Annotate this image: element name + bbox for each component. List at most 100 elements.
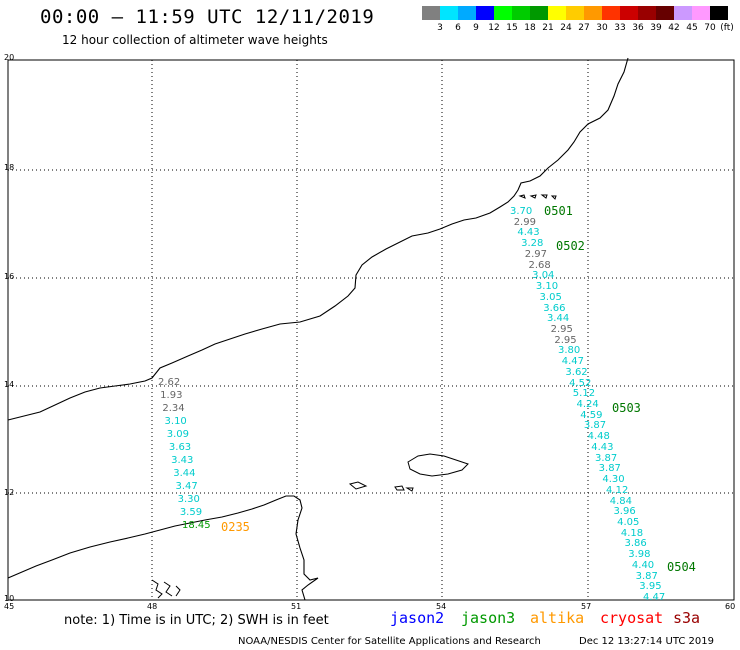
credit-text: NOAA/NESDIS Center for Satellite Applica… (238, 636, 541, 647)
swh-value-east-track: 3.70 (510, 206, 533, 217)
swh-value-west-track: 1.93 (160, 390, 183, 401)
swh-value-east-track: 3.87 (594, 452, 618, 464)
satellite-legend-s3a: s3a (673, 609, 701, 627)
satellite-legend-cryosat: cryosat (600, 609, 664, 627)
legend-label: 42 (668, 23, 680, 33)
pass-time-label: 0235 (221, 520, 250, 534)
swh-value-east-track: 4.30 (602, 474, 625, 486)
swh-value-west-track: 3.09 (166, 429, 189, 440)
pass-time-label: 0503 (612, 401, 641, 415)
swh-value-east-track: 4.05 (617, 516, 640, 528)
coastal-feature (151, 579, 181, 599)
legend-swatch (458, 6, 476, 20)
swh-value-east-track: 3.87 (583, 420, 607, 432)
swh-value-east-track: 3.10 (535, 281, 559, 293)
swh-value-west-track: 3.10 (164, 416, 187, 427)
swh-value-east-track: 4.18 (620, 527, 644, 539)
coastline-arabia (7, 57, 629, 421)
swh-value-west-track: 18.45 (182, 520, 211, 531)
islet (529, 194, 537, 199)
swh-value-east-track: 4.84 (609, 495, 633, 507)
swh-value-east-track: 3.04 (532, 270, 555, 282)
lon-tick: 60 (725, 602, 736, 611)
generated-timestamp: Dec 12 13:27:14 UTC 2019 (579, 636, 714, 647)
lon-tick: 57 (581, 602, 592, 611)
swh-value-east-track: 2.99 (513, 216, 536, 228)
legend-swatch (530, 6, 548, 20)
swh-value-east-track: 4.24 (576, 399, 599, 410)
swh-value-west-track: 3.59 (179, 507, 203, 518)
lat-tick: 20 (4, 53, 15, 62)
swh-value-east-track: 3.62 (565, 366, 588, 378)
pass-time-label: 0504 (667, 560, 696, 574)
swh-value-west-track: 3.30 (177, 494, 200, 505)
legend-label: 27 (578, 23, 590, 33)
legend-label: 21 (542, 23, 554, 33)
legend-unit: (ft) (720, 23, 734, 33)
swh-value-east-track: 3.86 (624, 538, 647, 550)
swh-value-east-track: 4.48 (587, 431, 610, 443)
swh-value-east-track: 3.44 (546, 313, 570, 325)
islet (518, 194, 526, 199)
legend-label: 39 (650, 23, 662, 33)
swh-value-east-track: 4.47 (643, 592, 666, 603)
legend-label: 24 (560, 23, 572, 33)
legend-label: 45 (686, 23, 698, 33)
swh-value-east-track: 3.05 (539, 291, 562, 303)
swh-value-east-track: 2.68 (528, 259, 551, 271)
lon-tick: 45 (4, 602, 15, 611)
islet (394, 485, 405, 491)
swh-value-east-track: 4.52 (569, 377, 592, 389)
swh-value-east-track: 4.43 (591, 441, 614, 453)
legend-label: 18 (524, 23, 536, 33)
socotra-island (407, 453, 469, 477)
legend-swatch (494, 6, 512, 20)
islet (405, 487, 414, 492)
legend-swatch (656, 6, 674, 20)
legend-swatch (512, 6, 530, 20)
lat-lon-grid (8, 60, 734, 600)
lat-tick: 12 (4, 488, 15, 497)
satellite-legend-jason3: jason3 (461, 609, 516, 627)
satellite-legend-jason2: jason2 (390, 609, 445, 627)
swh-value-west-track: 3.44 (173, 468, 196, 479)
legend-label: 70 (704, 23, 716, 33)
lat-tick: 10 (4, 594, 15, 603)
legend-swatch (422, 6, 440, 20)
legend-label: 6 (455, 23, 461, 33)
swh-value-east-track: 4.43 (517, 227, 540, 239)
legend-swatch (548, 6, 566, 20)
legend-swatch (566, 6, 584, 20)
legend-swatch (476, 6, 494, 20)
swh-value-east-track: 3.96 (613, 506, 636, 518)
islet (550, 195, 557, 200)
legend-label: 36 (632, 23, 644, 33)
coastline-africa (7, 495, 319, 601)
legend-swatch (674, 6, 692, 20)
swh-value-east-track: 3.95 (639, 581, 662, 593)
map-title: 00:00 – 11:59 UTC 12/11/2019 (40, 6, 375, 28)
legend-swatch (638, 6, 656, 20)
legend-label: 30 (596, 23, 608, 33)
swh-value-east-track: 3.87 (635, 570, 658, 582)
legend-label: 9 (473, 23, 479, 33)
swh-value-east-track: 3.98 (628, 549, 651, 561)
lat-tick: 16 (4, 272, 15, 281)
islet (540, 194, 548, 199)
legend-label: 33 (614, 23, 626, 33)
swh-value-west-track: 2.34 (162, 403, 185, 414)
swh-value-east-track: 2.95 (554, 334, 577, 346)
swh-value-west-track: 3.63 (168, 442, 192, 453)
legend-label: 12 (488, 23, 500, 33)
lat-tick: 18 (4, 163, 15, 172)
legend-label: 15 (506, 23, 518, 33)
swh-value-east-track: 5.12 (572, 388, 596, 400)
map-frame (7, 59, 735, 601)
lon-tick: 51 (291, 602, 302, 611)
legend-swatch (620, 6, 638, 20)
legend-swatch (710, 6, 728, 20)
swh-value-east-track: 4.40 (631, 559, 655, 571)
legend-label: 3 (437, 23, 443, 33)
swh-value-east-track: 3.28 (521, 238, 544, 250)
